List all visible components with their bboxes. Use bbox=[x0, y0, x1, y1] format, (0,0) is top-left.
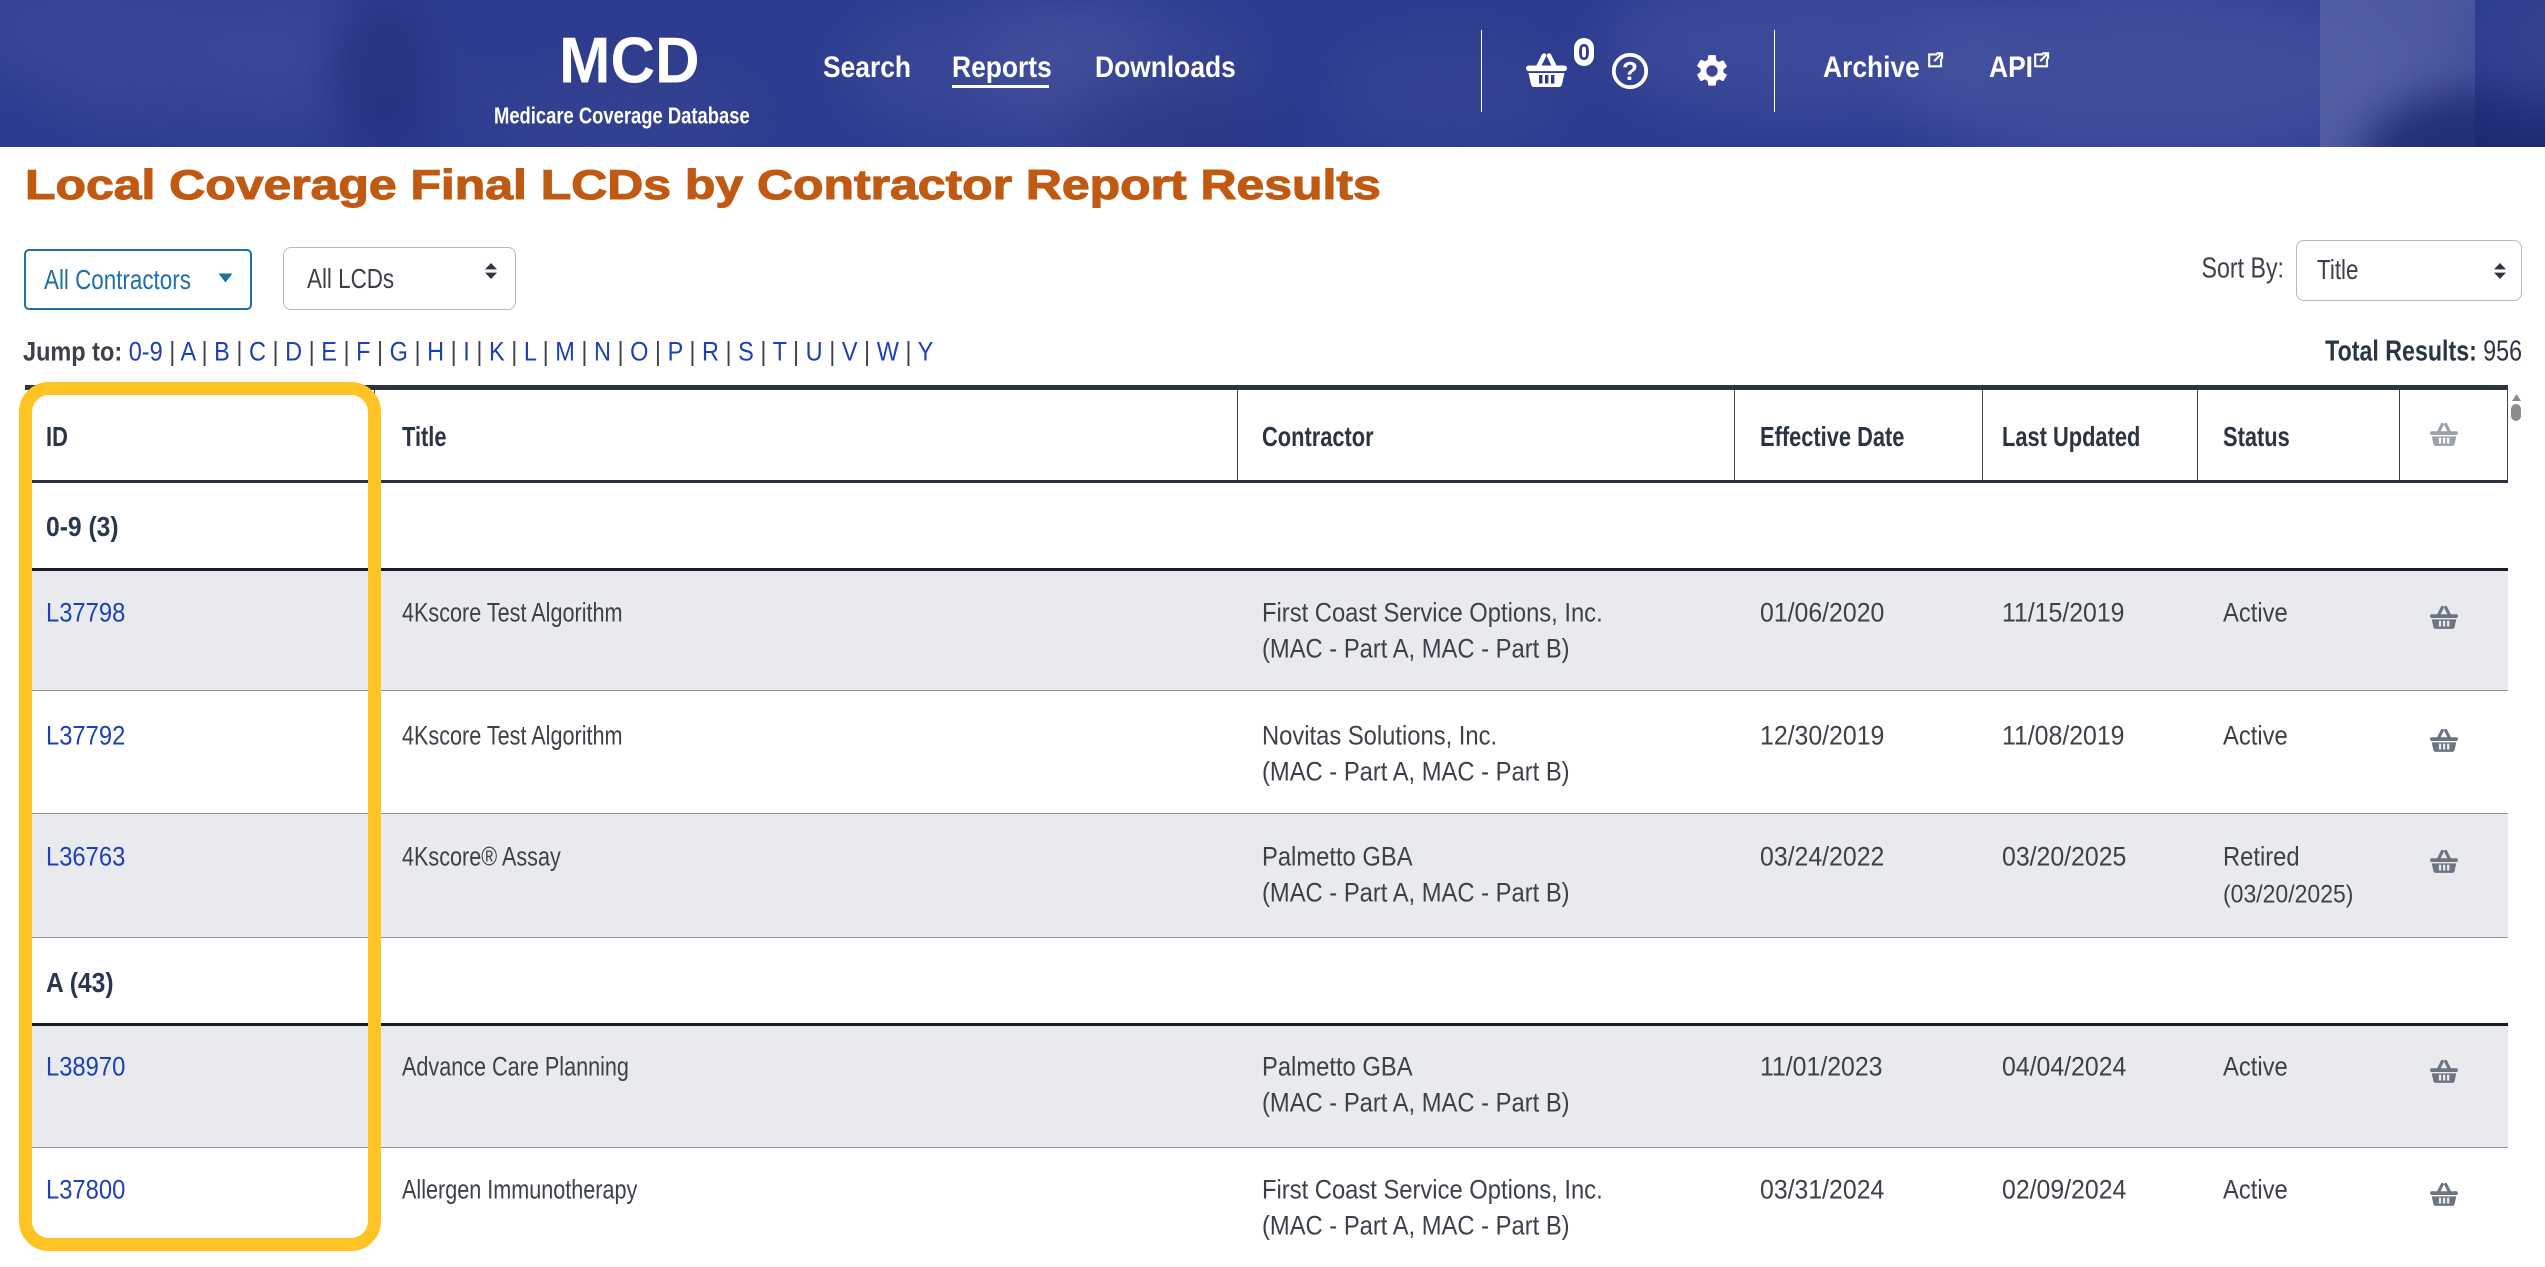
svg-text:?: ? bbox=[1622, 56, 1638, 86]
